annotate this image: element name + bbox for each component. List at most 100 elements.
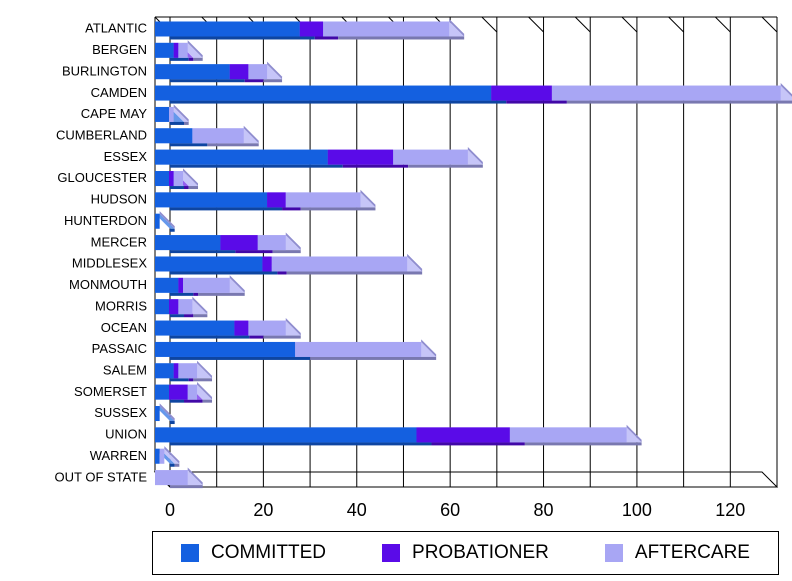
bar-segment-top	[169, 106, 189, 122]
bar-segment-front	[170, 57, 189, 61]
bar-segment	[551, 85, 781, 101]
category-label: SALEM	[103, 363, 147, 378]
bar-segment	[271, 256, 408, 272]
bar-segment-front	[184, 121, 189, 125]
bar-segment-front	[170, 485, 203, 489]
bar-segment	[393, 149, 468, 165]
bar-segment	[155, 85, 492, 101]
category-label: CAMDEN	[91, 85, 147, 100]
bar-segment	[155, 470, 188, 486]
legend-swatch-probationer	[382, 544, 401, 562]
category-label: OCEAN	[101, 320, 147, 335]
bar-end-face	[467, 147, 483, 165]
bar-segment	[155, 363, 174, 379]
bar-end-face	[267, 61, 283, 80]
bar-segment	[295, 341, 422, 357]
bar-segment	[220, 235, 258, 251]
bar-end-face	[780, 82, 792, 97]
x-tick-label: 0	[165, 500, 175, 520]
bar-segment	[155, 427, 417, 443]
bar-end-face	[243, 125, 259, 144]
bar-end-face	[187, 467, 203, 486]
category-label: BERGEN	[92, 42, 147, 57]
x-tick-label: 80	[534, 500, 554, 520]
bar-segment	[155, 213, 160, 229]
category-label: SUSSEX	[94, 405, 147, 420]
bar-row	[155, 168, 199, 190]
bar-segment-front	[566, 100, 792, 104]
bar-row	[155, 211, 175, 232]
bar-end-face	[192, 296, 208, 315]
legend-label-aftercare: AFTERCARE	[634, 542, 750, 563]
bar-segment	[155, 192, 268, 208]
bar-segment	[155, 448, 160, 464]
bar-segment-front	[184, 314, 194, 318]
bar-segment-top	[159, 448, 180, 464]
bar-row	[155, 232, 301, 254]
bar-segment	[155, 21, 300, 37]
grid-diagonal	[621, 16, 638, 33]
bar-end-face	[183, 168, 199, 187]
bar-segment-front	[170, 143, 208, 147]
bar-row	[155, 382, 213, 403]
bar-segment-front	[263, 335, 301, 339]
bar-end-face	[197, 360, 213, 379]
bar-end-face	[449, 18, 465, 37]
bar-segment-front	[314, 36, 339, 40]
category-label: OUT OF STATE	[55, 469, 148, 484]
bar-segment-front	[170, 378, 189, 382]
bar-segment-front	[174, 463, 180, 467]
bar-segment-front	[431, 442, 525, 446]
bar-segment-front	[170, 100, 507, 104]
category-label: HUNTERDON	[64, 213, 147, 228]
bar-row	[155, 61, 283, 83]
bar-row	[155, 275, 245, 296]
bar-segment	[169, 299, 179, 315]
bar-segment-front	[188, 186, 199, 190]
category-label: BURLINGTON	[62, 63, 147, 78]
bar-segment-front	[170, 164, 343, 168]
bar-row	[155, 253, 423, 275]
bar-segment-front	[188, 57, 194, 61]
bar-segment	[509, 427, 627, 443]
bar-segment	[229, 64, 249, 80]
bar-segment-front	[170, 228, 175, 232]
bar-segment	[155, 171, 170, 187]
category-label: MERCER	[91, 234, 147, 249]
bar-segment	[155, 42, 174, 58]
bar-segment	[155, 406, 160, 422]
bar-segment	[169, 171, 174, 187]
bar-segment	[155, 277, 179, 293]
bar-row	[155, 82, 792, 104]
bar-segment	[285, 192, 361, 208]
bar-segment-front	[184, 186, 189, 190]
bar-segment	[327, 149, 394, 165]
bar-segment-front	[170, 356, 311, 360]
category-label: MIDDLESEX	[72, 256, 147, 271]
bar-segment	[178, 299, 193, 315]
bar-end-face	[626, 424, 642, 443]
bar-segment	[248, 320, 286, 336]
x-tick-label: 100	[622, 500, 652, 520]
legend-swatch-aftercare	[604, 544, 623, 562]
bar-row	[155, 446, 180, 467]
bar-segment-front	[170, 292, 194, 296]
bar-segment-front	[170, 421, 175, 425]
bar-segment-front	[272, 250, 301, 254]
bar-segment-front	[193, 314, 208, 318]
bar-segment	[183, 277, 230, 293]
bar-end-face	[285, 232, 301, 251]
bar-segment	[491, 85, 552, 101]
bar-segment-front	[170, 399, 185, 403]
bar-segment-front	[244, 79, 264, 83]
bar-segment-front	[170, 186, 185, 190]
bar-segment	[155, 299, 170, 315]
bar-row	[155, 403, 175, 425]
bar-segment	[155, 64, 230, 80]
x-tick-label: 40	[347, 500, 367, 520]
bar-row	[155, 104, 189, 125]
bar-segment-front	[207, 143, 259, 147]
grid-diagonal	[761, 16, 778, 33]
legend-item-probationer: PROBATIONER	[382, 542, 549, 564]
